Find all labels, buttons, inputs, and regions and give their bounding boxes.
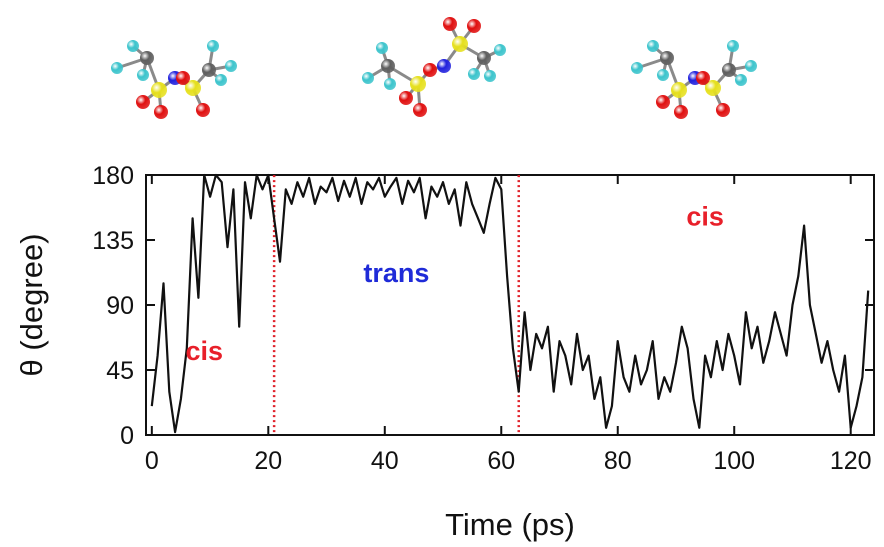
atom-F [362, 72, 374, 84]
x-tick-label: 20 [254, 447, 282, 475]
atom-O [413, 103, 427, 117]
atom-O [399, 91, 413, 105]
atom-C [202, 63, 216, 77]
atom-O [467, 19, 481, 33]
atom-N [437, 59, 451, 73]
atom-O [154, 105, 168, 119]
atom-S [671, 82, 687, 98]
atom-C [660, 51, 674, 65]
y-tick-label: 90 [106, 292, 134, 320]
x-tick-label: 80 [604, 447, 632, 475]
x-tick-label: 100 [713, 447, 755, 475]
x-axis-ticks: 0 20 40 60 80 100 120 [145, 175, 872, 475]
atom-F [647, 40, 659, 52]
atom-C [381, 59, 395, 73]
atom-C [722, 63, 736, 77]
atom-O [423, 63, 437, 77]
atom-O [443, 17, 457, 31]
atom-F [494, 44, 506, 56]
plot-area: cis trans cis 0 20 40 60 80 100 120 0 45 90 135 180 [92, 162, 875, 475]
y-axis-title: θ (degree) [14, 233, 49, 376]
molecule-trans-center [362, 17, 506, 117]
regime-boundaries [272, 175, 520, 433]
atom-S [151, 82, 167, 98]
y-axis-ticks: 0 45 90 135 180 [92, 162, 874, 450]
atom-F [127, 40, 139, 52]
region-label-cis: cis [185, 336, 223, 366]
atom-F [745, 60, 757, 72]
molecule-cis-right [631, 40, 757, 119]
atom-F [484, 70, 496, 82]
atom-F [207, 40, 219, 52]
atom-F [225, 60, 237, 72]
region-labels: cis trans cis [185, 202, 723, 366]
atom-O [196, 103, 210, 117]
atom-O [176, 71, 190, 85]
atom-F [735, 74, 747, 86]
atom-F [376, 42, 388, 54]
atom-F [111, 62, 123, 74]
atom-S [185, 80, 201, 96]
atom-O [674, 105, 688, 119]
atom-S [452, 36, 468, 52]
atom-F [657, 69, 669, 81]
atom-F [384, 78, 396, 90]
atom-F [631, 62, 643, 74]
molecule-illustrations [111, 17, 757, 119]
series-line-dihedral-angle [150, 173, 870, 434]
atom-F [468, 68, 480, 80]
molecule-cis-left [111, 40, 237, 119]
atom-O [716, 103, 730, 117]
x-tick-label: 40 [371, 447, 399, 475]
atom-O [696, 71, 710, 85]
y-tick-label: 0 [120, 422, 134, 450]
y-tick-label: 45 [106, 357, 134, 385]
atom-F [215, 74, 227, 86]
x-axis-title: Time (ps) [445, 507, 575, 542]
atom-S [410, 76, 426, 92]
x-tick-label: 120 [830, 447, 872, 475]
y-tick-label: 135 [92, 227, 134, 255]
atom-F [137, 69, 149, 81]
region-label-cis: cis [686, 202, 724, 232]
atom-S [705, 80, 721, 96]
atom-F [727, 40, 739, 52]
region-label-trans: trans [363, 258, 429, 288]
atom-C [477, 51, 491, 65]
y-tick-label: 180 [92, 162, 134, 190]
atom-O [136, 95, 150, 109]
x-tick-label: 0 [145, 447, 159, 475]
atom-C [140, 51, 154, 65]
x-tick-label: 60 [487, 447, 515, 475]
atom-O [656, 95, 670, 109]
